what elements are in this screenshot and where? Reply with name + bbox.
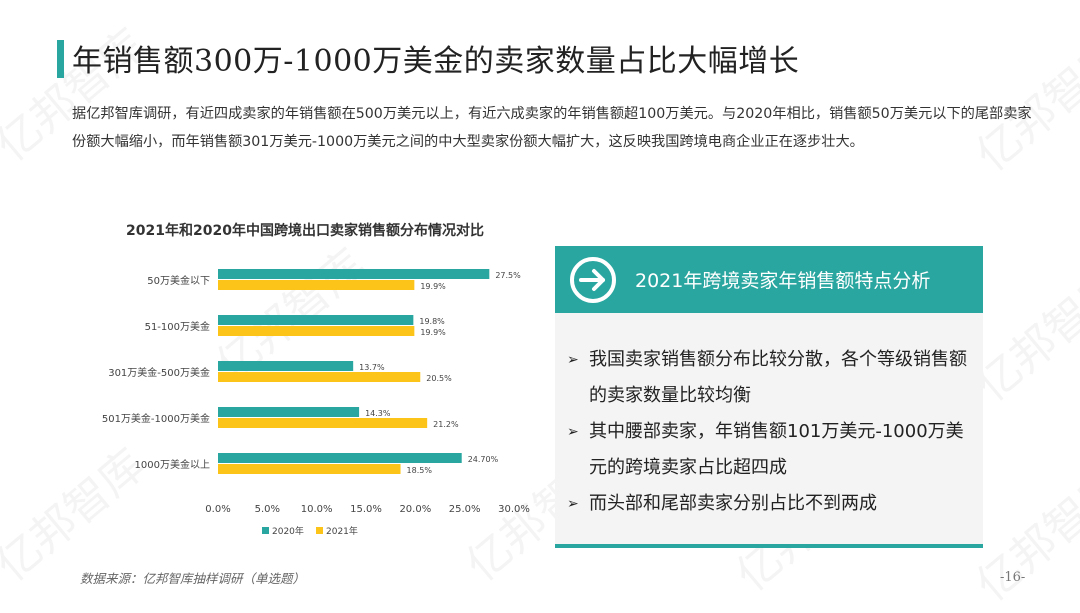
panel-title: 2021年跨境卖家年销售额特点分析 xyxy=(635,270,931,292)
data-label: 27.5% xyxy=(495,271,521,280)
bar-chart: 50万美金以下 27.5% 19.9% 51-100万美金 19.8% 19.9% 301万… xyxy=(102,269,530,537)
page-title: 年销售额300万-1000万美金的卖家数量占比大幅增长 xyxy=(72,44,800,79)
bar xyxy=(218,464,401,474)
bar xyxy=(218,269,490,279)
category-label: 1000万美金以上 xyxy=(135,458,210,471)
bullet-arrow-icon: ➢ xyxy=(567,352,579,368)
bar xyxy=(218,372,421,382)
data-label: 24.70% xyxy=(468,455,499,464)
chart-title: 2021年和2020年中国跨境出口卖家销售额分布情况对比 xyxy=(126,223,484,239)
legend-swatch xyxy=(262,527,269,534)
x-tick-label: 20.0% xyxy=(399,504,431,515)
bar xyxy=(218,453,462,463)
list-item-text: 我国卖家销售额分布比较分散，各个等级销售额的卖家数量比较均衡 xyxy=(589,349,967,406)
data-label: 13.7% xyxy=(359,363,385,372)
data-label: 14.3% xyxy=(365,409,391,418)
bar xyxy=(218,418,428,428)
bar xyxy=(218,326,415,336)
x-tick-label: 30.0% xyxy=(498,504,530,515)
legend-label: 2021年 xyxy=(326,525,358,537)
arrow-right-circle-icon xyxy=(570,257,616,303)
bar xyxy=(218,361,354,371)
title-accent-bar xyxy=(57,40,64,78)
category-label: 501万美金-1000万美金 xyxy=(102,412,210,425)
legend-label: 2020年 xyxy=(272,525,304,537)
list-item: ➢ 其中腰部卖家，年销售额101万美元-1000万美元的跨境卖家占比超四成 xyxy=(567,414,972,486)
bar xyxy=(218,407,360,417)
data-source: 数据来源：亿邦智库抽样调研（单选题） xyxy=(80,571,306,586)
data-label: 19.8% xyxy=(419,317,445,326)
x-tick-label: 10.0% xyxy=(301,504,333,515)
bar xyxy=(218,315,414,325)
category-label: 301万美金-500万美金 xyxy=(108,366,210,379)
data-label: 19.9% xyxy=(420,328,446,337)
page-number: -16- xyxy=(1000,570,1026,585)
category-label: 51-100万美金 xyxy=(145,320,210,333)
data-label: 18.5% xyxy=(407,466,433,475)
data-label: 21.2% xyxy=(433,420,459,429)
category-label: 50万美金以下 xyxy=(147,274,210,287)
list-item-text: 而头部和尾部卖家分别占比不到两成 xyxy=(589,493,877,514)
analysis-panel: 2021年跨境卖家年销售额特点分析 ➢ 我国卖家销售额分布比较分散，各个等级销售额… xyxy=(555,246,983,548)
x-tick-label: 5.0% xyxy=(255,504,280,515)
x-tick-label: 0.0% xyxy=(205,504,230,515)
panel-bottom-bar xyxy=(555,544,983,548)
list-item-text: 其中腰部卖家，年销售额101万美元-1000万美元的跨境卖家占比超四成 xyxy=(589,421,964,478)
bullet-arrow-icon: ➢ xyxy=(567,496,579,512)
x-tick-label: 25.0% xyxy=(449,504,481,515)
panel-header: 2021年跨境卖家年销售额特点分析 xyxy=(555,246,983,313)
x-tick-label: 15.0% xyxy=(350,504,382,515)
panel-list: ➢ 我国卖家销售额分布比较分散，各个等级销售额的卖家数量比较均衡 ➢ 其中腰部卖家，… xyxy=(567,342,972,522)
bullet-arrow-icon: ➢ xyxy=(567,424,579,440)
legend-swatch xyxy=(316,527,323,534)
data-label: 20.5% xyxy=(426,374,452,383)
bar xyxy=(218,280,415,290)
list-item: ➢ 而头部和尾部卖家分别占比不到两成 xyxy=(567,486,972,522)
intro-paragraph: 据亿邦智库调研，有近四成卖家的年销售额在500万美元以上，有近六成卖家的年销售额… xyxy=(72,106,1032,150)
data-label: 19.9% xyxy=(420,282,446,291)
list-item: ➢ 我国卖家销售额分布比较分散，各个等级销售额的卖家数量比较均衡 xyxy=(567,342,972,414)
